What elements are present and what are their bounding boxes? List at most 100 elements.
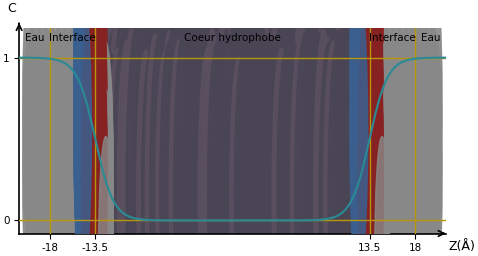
Circle shape bbox=[348, 0, 367, 256]
Circle shape bbox=[338, 0, 357, 256]
Circle shape bbox=[62, 44, 75, 249]
Circle shape bbox=[98, 95, 113, 256]
Circle shape bbox=[248, 25, 267, 256]
Circle shape bbox=[212, 0, 231, 256]
Circle shape bbox=[152, 52, 169, 256]
Circle shape bbox=[55, 84, 68, 256]
Circle shape bbox=[310, 40, 328, 256]
Circle shape bbox=[272, 0, 291, 256]
Circle shape bbox=[390, 44, 402, 249]
Circle shape bbox=[160, 0, 179, 256]
Circle shape bbox=[199, 8, 216, 256]
Circle shape bbox=[353, 0, 370, 256]
Circle shape bbox=[85, 0, 104, 27]
Circle shape bbox=[361, 0, 380, 74]
Circle shape bbox=[81, 0, 107, 256]
Circle shape bbox=[299, 0, 320, 256]
Circle shape bbox=[160, 0, 179, 236]
Circle shape bbox=[49, 91, 62, 256]
Circle shape bbox=[396, 91, 409, 256]
Circle shape bbox=[121, 20, 142, 256]
Circle shape bbox=[416, 78, 429, 256]
Circle shape bbox=[69, 0, 81, 189]
Circle shape bbox=[23, 0, 36, 195]
Circle shape bbox=[361, 0, 380, 20]
Circle shape bbox=[361, 0, 380, 115]
Circle shape bbox=[319, 0, 338, 256]
Circle shape bbox=[75, 44, 88, 249]
Circle shape bbox=[69, 0, 81, 201]
Circle shape bbox=[262, 0, 281, 256]
Circle shape bbox=[239, 47, 257, 256]
Circle shape bbox=[123, 0, 140, 235]
Circle shape bbox=[352, 0, 371, 252]
Circle shape bbox=[174, 26, 194, 256]
Circle shape bbox=[358, 0, 383, 256]
Circle shape bbox=[329, 51, 347, 256]
Circle shape bbox=[89, 42, 107, 256]
Circle shape bbox=[291, 0, 310, 256]
Circle shape bbox=[333, 0, 353, 256]
Circle shape bbox=[81, 0, 107, 256]
Circle shape bbox=[62, 37, 75, 242]
Circle shape bbox=[403, 44, 416, 249]
Circle shape bbox=[410, 84, 422, 256]
Circle shape bbox=[75, 31, 88, 236]
Circle shape bbox=[285, 0, 305, 246]
Circle shape bbox=[23, 0, 36, 189]
Circle shape bbox=[174, 0, 193, 256]
Circle shape bbox=[423, 0, 435, 189]
Circle shape bbox=[338, 0, 357, 256]
Circle shape bbox=[49, 0, 62, 201]
Circle shape bbox=[85, 0, 104, 61]
Circle shape bbox=[361, 0, 380, 8]
Circle shape bbox=[390, 37, 402, 242]
Circle shape bbox=[375, 89, 389, 256]
Circle shape bbox=[429, 78, 442, 256]
Circle shape bbox=[49, 0, 62, 195]
Circle shape bbox=[62, 0, 75, 189]
Circle shape bbox=[329, 0, 347, 256]
Text: Interface: Interface bbox=[49, 33, 96, 43]
Circle shape bbox=[98, 0, 118, 256]
Circle shape bbox=[75, 0, 88, 201]
Circle shape bbox=[396, 31, 409, 236]
Circle shape bbox=[429, 31, 442, 236]
Circle shape bbox=[410, 37, 422, 242]
Circle shape bbox=[410, 0, 422, 195]
Circle shape bbox=[62, 78, 75, 256]
Circle shape bbox=[75, 78, 88, 256]
Circle shape bbox=[358, 0, 383, 256]
Circle shape bbox=[141, 0, 160, 256]
Circle shape bbox=[300, 0, 319, 256]
Circle shape bbox=[98, 155, 113, 256]
Circle shape bbox=[146, 0, 164, 237]
Circle shape bbox=[165, 1, 183, 256]
Circle shape bbox=[375, 136, 389, 256]
Circle shape bbox=[159, 0, 180, 256]
Circle shape bbox=[377, 84, 390, 256]
Circle shape bbox=[286, 0, 305, 256]
Circle shape bbox=[217, 50, 235, 256]
Circle shape bbox=[151, 0, 169, 256]
Circle shape bbox=[249, 0, 266, 240]
Text: C: C bbox=[7, 2, 16, 15]
Circle shape bbox=[328, 0, 348, 243]
Circle shape bbox=[375, 48, 389, 256]
Circle shape bbox=[286, 0, 304, 248]
Circle shape bbox=[403, 91, 416, 256]
Circle shape bbox=[55, 31, 68, 236]
Circle shape bbox=[375, 108, 389, 256]
Circle shape bbox=[282, 39, 300, 256]
Circle shape bbox=[358, 0, 383, 256]
Circle shape bbox=[188, 0, 207, 239]
Circle shape bbox=[370, 0, 383, 201]
Circle shape bbox=[370, 37, 383, 242]
Circle shape bbox=[102, 0, 123, 251]
Circle shape bbox=[429, 0, 442, 201]
Circle shape bbox=[361, 0, 380, 27]
Circle shape bbox=[170, 7, 188, 256]
Circle shape bbox=[55, 44, 68, 249]
Circle shape bbox=[103, 42, 122, 256]
Circle shape bbox=[291, 0, 310, 256]
